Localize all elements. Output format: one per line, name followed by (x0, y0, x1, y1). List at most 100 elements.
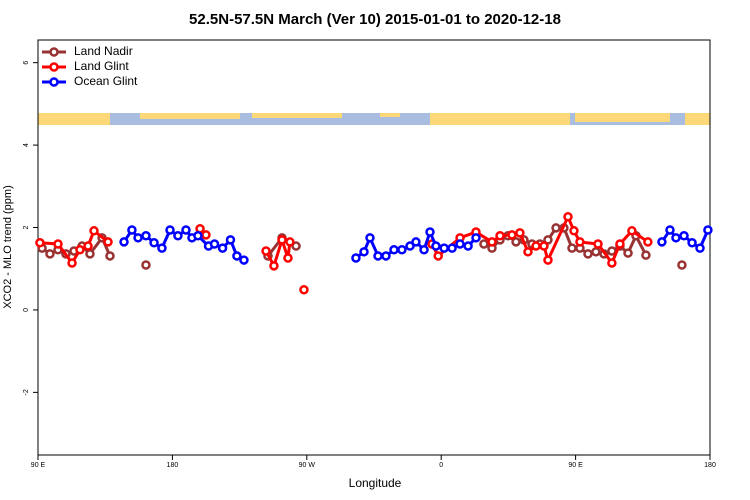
legend-marker (49, 62, 59, 72)
point (351, 253, 361, 263)
y-tick-label: 4 (23, 143, 30, 147)
x-tick-label: 180 (167, 462, 179, 469)
y-tick-label: 6 (23, 61, 30, 65)
point (365, 233, 375, 243)
point (201, 230, 211, 240)
legend-label: Land Glint (74, 59, 129, 73)
point (119, 237, 129, 247)
point (83, 241, 93, 251)
point (583, 249, 593, 259)
x-tick-label: 180 (704, 462, 716, 469)
point (431, 241, 441, 251)
point (389, 245, 399, 255)
point (381, 251, 391, 261)
point (591, 247, 601, 257)
point (261, 246, 271, 256)
point (141, 260, 151, 270)
point (495, 231, 505, 241)
point (687, 238, 697, 248)
x-tick-label: 90 E (568, 462, 583, 469)
point (141, 231, 151, 241)
point (209, 239, 220, 249)
point (433, 251, 443, 261)
point (269, 261, 279, 271)
point (127, 225, 137, 235)
point (523, 247, 533, 257)
point (641, 250, 651, 260)
point (471, 233, 481, 243)
point (181, 225, 191, 235)
map-strip (38, 113, 710, 125)
y-axis-label: XCO2 - MLO trend (ppm) (2, 185, 14, 308)
point (225, 235, 236, 245)
point (411, 237, 421, 247)
point (511, 237, 521, 247)
point (397, 245, 407, 255)
y-tick-label: -2 (23, 389, 30, 395)
point (157, 243, 167, 253)
point (277, 235, 287, 245)
point (677, 260, 687, 270)
point (507, 230, 517, 240)
point (425, 227, 435, 237)
point (45, 249, 55, 259)
point (665, 225, 675, 235)
point (67, 258, 77, 268)
point (405, 241, 415, 251)
point (593, 239, 603, 249)
point (85, 249, 95, 259)
x-tick-label: 90 E (31, 462, 46, 469)
point (239, 255, 249, 265)
point (479, 239, 489, 249)
point (35, 238, 45, 248)
point (567, 243, 577, 253)
point (615, 239, 625, 249)
point (569, 226, 579, 236)
point (531, 241, 541, 251)
point (133, 233, 143, 243)
point (232, 251, 242, 261)
point (419, 245, 429, 255)
point (299, 284, 309, 295)
point (173, 231, 183, 241)
point (575, 237, 585, 247)
point (359, 247, 369, 257)
point (623, 248, 633, 258)
chart-title: 52.5N-57.5N March (Ver 10) 2015-01-01 to… (189, 11, 561, 28)
point (543, 255, 553, 265)
point (439, 243, 449, 253)
x-axis-label: Longitude (349, 476, 402, 490)
point (283, 253, 293, 263)
point (539, 241, 549, 251)
point (165, 225, 175, 235)
point (563, 212, 573, 222)
point (543, 235, 553, 245)
point (285, 237, 295, 247)
point (671, 233, 681, 243)
point (455, 239, 465, 249)
point (373, 251, 383, 261)
y-tick-label: 2 (23, 225, 30, 229)
point (105, 251, 115, 261)
x-tick-label: 90 W (299, 462, 316, 469)
legend-label: Ocean Glint (74, 74, 138, 88)
point (447, 243, 457, 253)
point (695, 243, 705, 253)
point (53, 239, 63, 249)
point (679, 231, 689, 241)
point (643, 237, 653, 247)
legend-marker (49, 77, 59, 87)
y-tick-label: 0 (23, 308, 30, 312)
point (89, 226, 99, 236)
legend-label: Land Nadir (74, 44, 133, 58)
point (703, 225, 713, 235)
point (75, 245, 85, 255)
legend-marker (49, 47, 59, 57)
point (149, 238, 159, 248)
point (291, 241, 301, 251)
point (515, 228, 525, 238)
point (463, 241, 473, 251)
point (657, 237, 667, 247)
point (607, 258, 617, 268)
